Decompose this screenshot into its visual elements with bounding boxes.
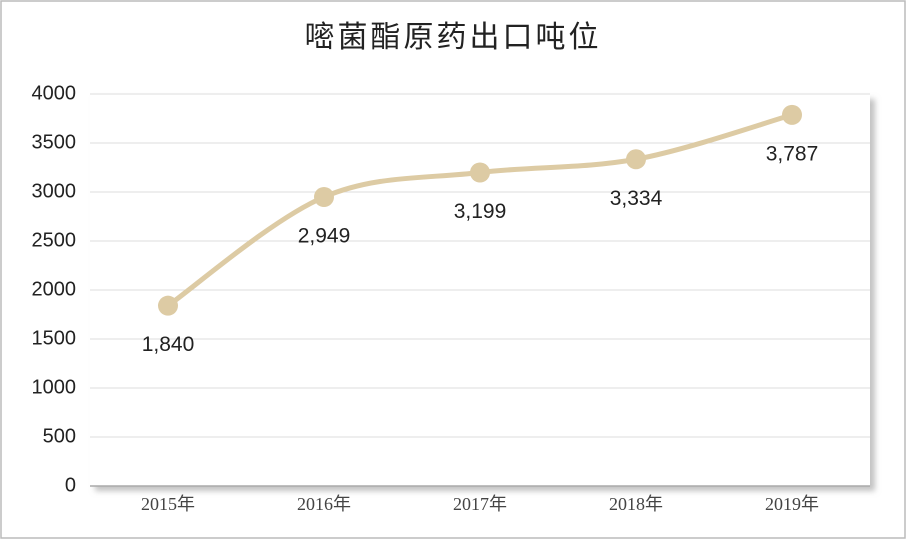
data-label: 3,787 [766,142,819,165]
y-tick-label: 3500 [32,131,77,153]
marker [626,149,646,170]
data-label: 2,949 [298,225,351,248]
data-label: 1,840 [142,333,195,356]
y-tick-label: 3000 [32,180,77,202]
marker [782,104,802,125]
x-tick-label: 2015年 [141,494,195,514]
y-tick-label: 500 [43,425,76,447]
x-tick-label: 2016年 [297,494,351,514]
marker [470,162,490,183]
x-tick-label: 2017年 [453,494,507,514]
data-label: 3,199 [454,200,507,223]
y-tick-label: 1000 [32,376,77,398]
y-tick-label: 4000 [32,82,77,104]
x-tick-label: 2018年 [609,494,663,514]
y-tick-label: 0 [65,474,76,496]
x-tick-label: 2019年 [765,494,819,514]
marker [158,295,178,316]
marker [314,186,334,207]
data-label: 3,334 [610,187,663,210]
y-tick-label: 1500 [32,327,77,349]
chart-title: 嘧菌酯原药出口吨位 [305,21,602,54]
y-tick-label: 2500 [32,229,77,251]
y-tick-label: 2000 [32,278,77,300]
